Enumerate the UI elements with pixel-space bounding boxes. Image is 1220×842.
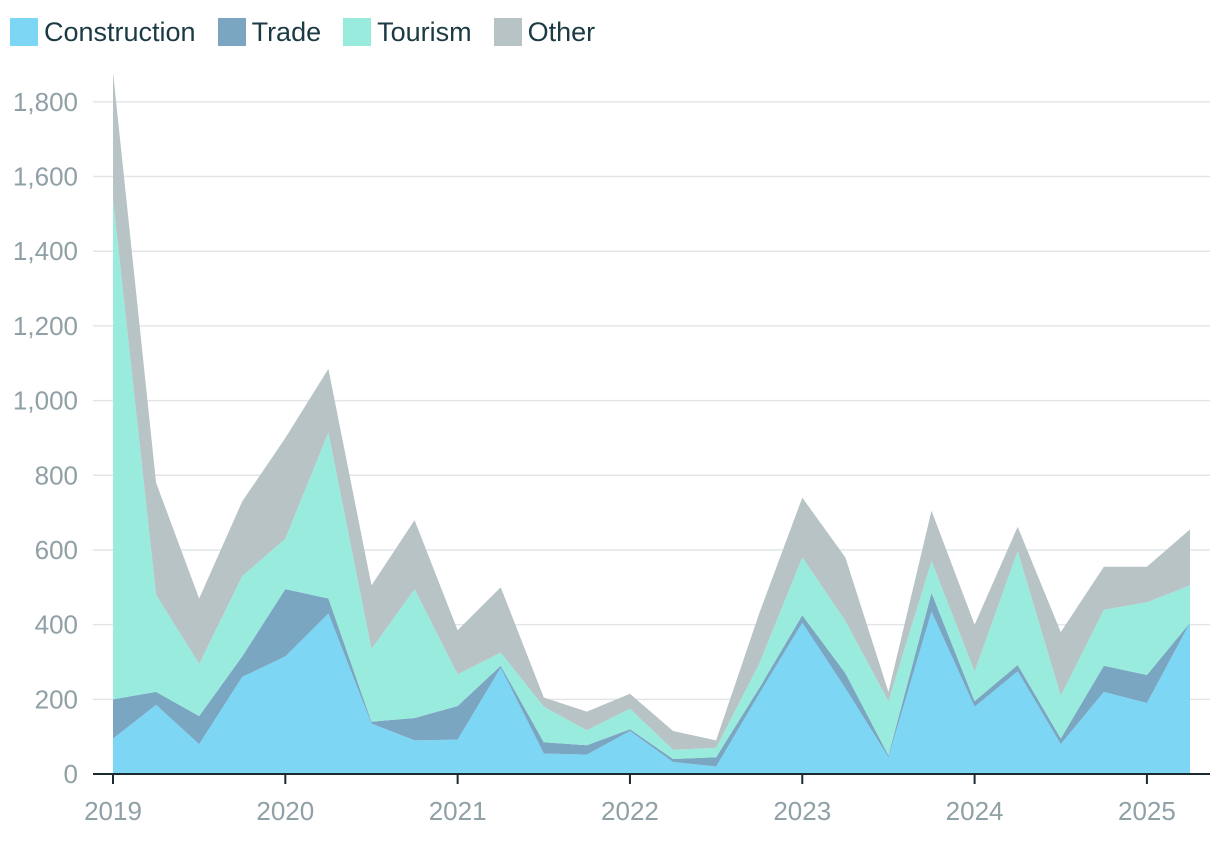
area-series xyxy=(113,72,1190,774)
y-tick-label: 200 xyxy=(35,684,78,714)
area-construction xyxy=(113,611,1190,774)
y-tick-label: 800 xyxy=(35,460,78,490)
y-tick-label: 400 xyxy=(35,610,78,640)
y-tick-label: 1,600 xyxy=(13,162,78,192)
y-tick-label: 0 xyxy=(64,759,78,789)
area-trade xyxy=(113,589,1190,767)
legend-item-trade[interactable]: Trade xyxy=(217,17,322,47)
y-tick-label: 1,200 xyxy=(13,311,78,341)
legend-item-construction[interactable]: Construction xyxy=(10,18,196,46)
legend-label-construction: Construction xyxy=(44,17,196,47)
area-tourism xyxy=(113,198,1190,760)
x-tick-label: 2025 xyxy=(1118,796,1176,826)
x-tick-label: 2020 xyxy=(256,796,314,826)
area-other xyxy=(113,72,1190,750)
x-tick-label: 2023 xyxy=(773,796,831,826)
y-tick-label: 1,400 xyxy=(13,236,78,266)
legend-item-other[interactable]: Other xyxy=(493,17,596,47)
y-tick-label: 1,800 xyxy=(13,87,78,117)
x-tick-label: 2022 xyxy=(601,796,659,826)
x-tick-label: 2021 xyxy=(429,796,487,826)
legend-label-tourism: Tourism xyxy=(377,17,472,47)
y-tick-label: 600 xyxy=(35,535,78,565)
y-tick-label: 1,000 xyxy=(13,386,78,416)
x-tick-label: 2019 xyxy=(84,796,142,826)
chart-legend: Construction Trade Tourism Other xyxy=(10,18,595,46)
x-axis-tick-labels: 2019 2020 2021 2022 2023 2024 2025 xyxy=(84,796,1176,826)
legend-label-trade: Trade xyxy=(251,17,322,47)
legend-swatch-trade xyxy=(217,18,246,46)
x-tick-label: 2024 xyxy=(946,796,1004,826)
legend-item-tourism[interactable]: Tourism xyxy=(343,18,472,46)
legend-swatch-tourism xyxy=(343,18,372,46)
axes xyxy=(93,773,1210,784)
y-axis-tick-labels: 0 200 400 600 800 1,000 1,200 1,400 1,600 1,800 xyxy=(13,87,78,789)
legend-swatch-other xyxy=(493,18,522,46)
legend-swatch-construction xyxy=(10,18,38,46)
legend-label-other: Other xyxy=(527,17,596,47)
